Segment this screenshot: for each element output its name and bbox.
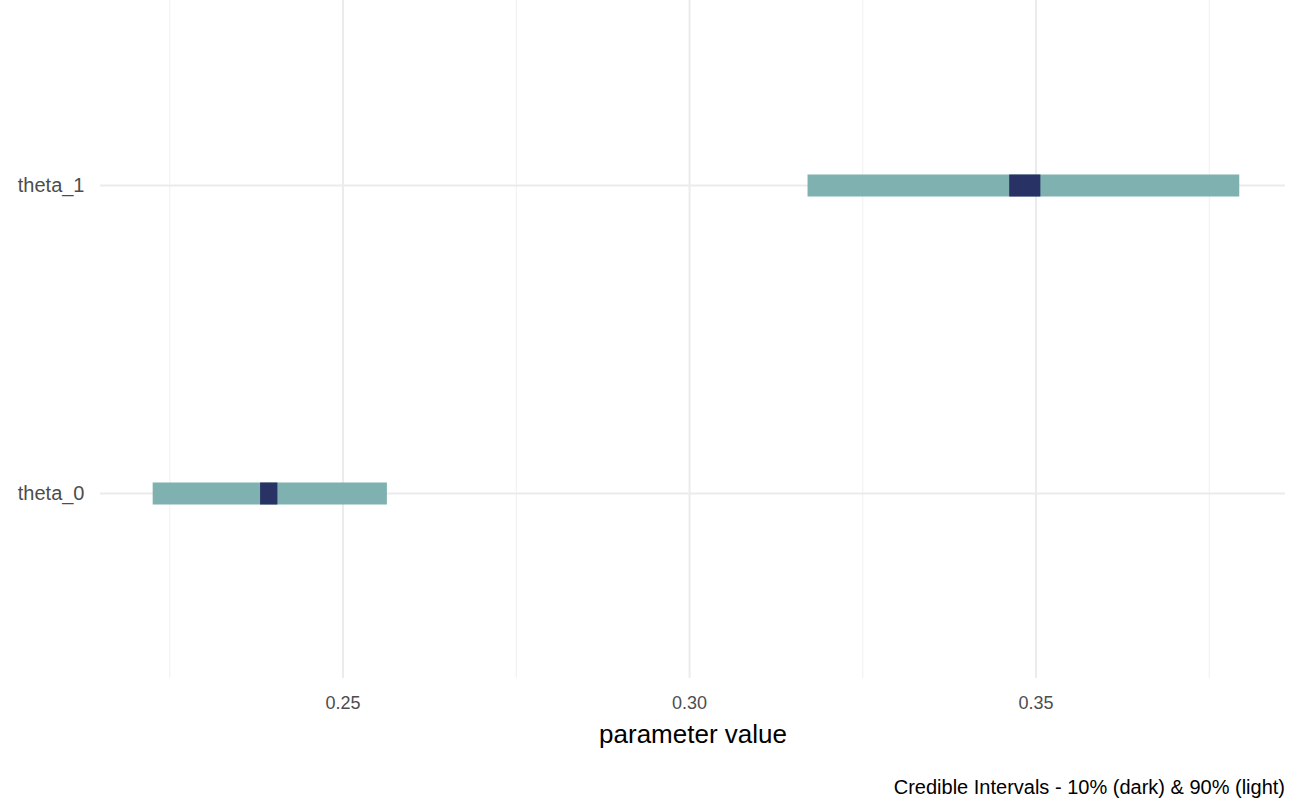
svg-text:parameter value: parameter value <box>599 719 787 749</box>
svg-text:0.30: 0.30 <box>672 693 707 713</box>
svg-text:0.35: 0.35 <box>1019 693 1054 713</box>
html-text:Credible Intervals - 10% (dark: Credible Intervals - 10% (dark) & 90% (l… <box>893 776 1285 798</box>
svg-text:0.25: 0.25 <box>326 693 361 713</box>
svg-text:theta_0: theta_0 <box>18 482 85 505</box>
svg-text:theta_1: theta_1 <box>18 174 85 197</box>
